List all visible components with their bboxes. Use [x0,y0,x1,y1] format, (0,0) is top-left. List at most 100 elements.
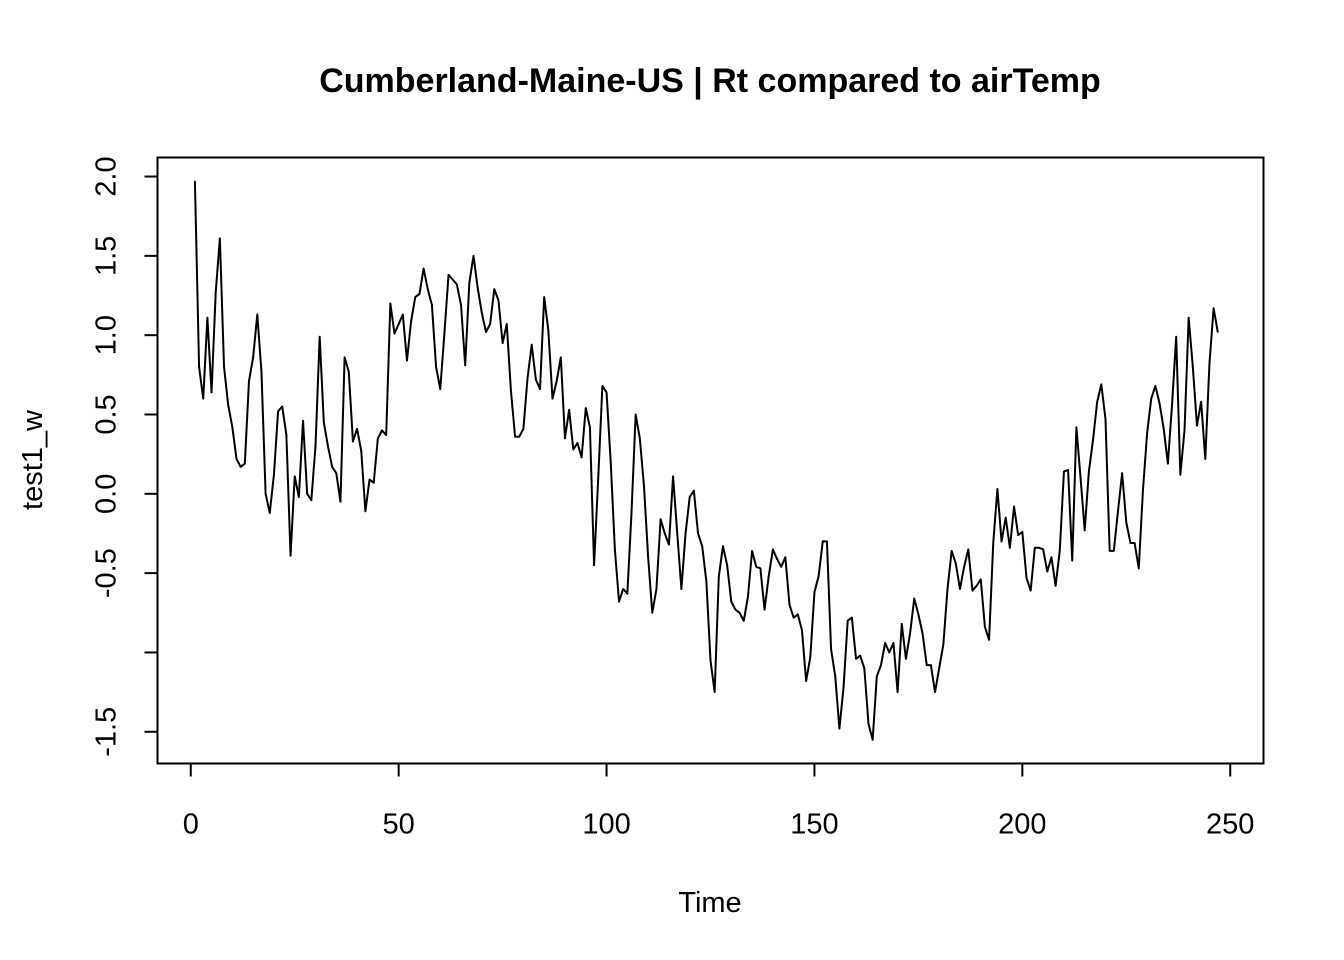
data-point [755,565,758,568]
y-tick-label: 2.0 [91,156,123,196]
data-point [460,304,462,306]
data-point [626,592,629,595]
data-point [1079,477,1082,479]
data-point [302,420,304,422]
data-point [722,545,724,547]
data-point [959,588,961,590]
data-point [730,600,733,603]
data-point [688,496,691,498]
data-point [468,282,471,284]
data-point [1054,585,1057,587]
data-point [414,296,417,298]
data-point [813,591,816,593]
data-point [385,434,387,436]
data-point [913,597,916,600]
data-point [356,427,358,430]
data-point [306,493,308,495]
data-point [194,180,196,183]
data-point [1088,470,1090,473]
data-point [979,578,982,581]
data-point [1067,469,1069,471]
data-point [273,473,275,476]
data-point [601,385,604,387]
data-point [456,283,458,286]
y-axis-label: test1_w [17,409,49,510]
data-point [1133,542,1136,544]
data-point [277,410,279,413]
data-point [805,680,807,682]
data-point [464,364,466,367]
data-point [747,596,749,598]
data-point [988,638,990,641]
data-point [1208,362,1211,365]
data-point [751,550,753,552]
data-point [514,435,516,438]
data-point [772,548,774,551]
data-point [597,477,600,479]
data-point [663,532,666,535]
data-point [788,604,791,606]
data-point [268,512,271,514]
data-point [826,540,828,543]
x-tick-label: 50 [383,809,415,841]
data-point [1121,472,1123,474]
data-point [418,293,421,295]
data-point [888,651,891,654]
data-point [402,313,404,316]
data-point [260,370,263,373]
data-point [659,518,662,520]
data-point [210,391,213,394]
data-point [372,481,375,484]
data-point [206,316,209,319]
data-point [352,440,354,443]
data-point [950,550,953,552]
data-point [235,458,238,460]
data-point [643,485,645,487]
data-point [925,664,928,666]
data-point [560,356,562,359]
data-point [630,512,633,514]
data-point [984,626,986,628]
data-point [518,435,521,438]
data-point [368,478,371,481]
data-point [593,564,595,566]
data-point [1009,546,1011,549]
data-point [1175,335,1177,338]
y-tick-label: 0.5 [91,394,123,434]
data-point [289,554,292,557]
data-point [726,564,728,566]
data-point [1200,401,1202,403]
data-point [846,619,849,622]
data-point [568,408,570,411]
data-point [364,510,367,513]
data-point [530,343,533,346]
series-line [193,181,1219,741]
data-point [780,565,782,568]
data-point [389,302,392,305]
data-point [867,723,870,725]
data-point [759,567,762,570]
data-point [859,654,861,657]
data-point [1004,516,1007,519]
data-point [435,366,437,368]
x-axis: 0 50 100 150 200 250 [183,762,1254,841]
data-point [227,404,229,406]
data-point [1187,316,1190,319]
y-tick-label: -1.5 [91,707,123,757]
data-point [443,332,446,335]
data-point [1117,510,1119,513]
data-point [1108,550,1111,552]
data-point [821,540,824,543]
data-point [1162,427,1165,430]
data-point [244,462,246,465]
data-point [971,589,974,592]
data-point [406,359,408,362]
data-point [343,356,346,359]
data-point [605,391,608,394]
data-point [377,437,379,440]
data-point [1046,570,1049,573]
data-point [547,329,550,332]
data-point [942,643,945,646]
data-point [564,437,566,440]
data-point [938,667,940,670]
